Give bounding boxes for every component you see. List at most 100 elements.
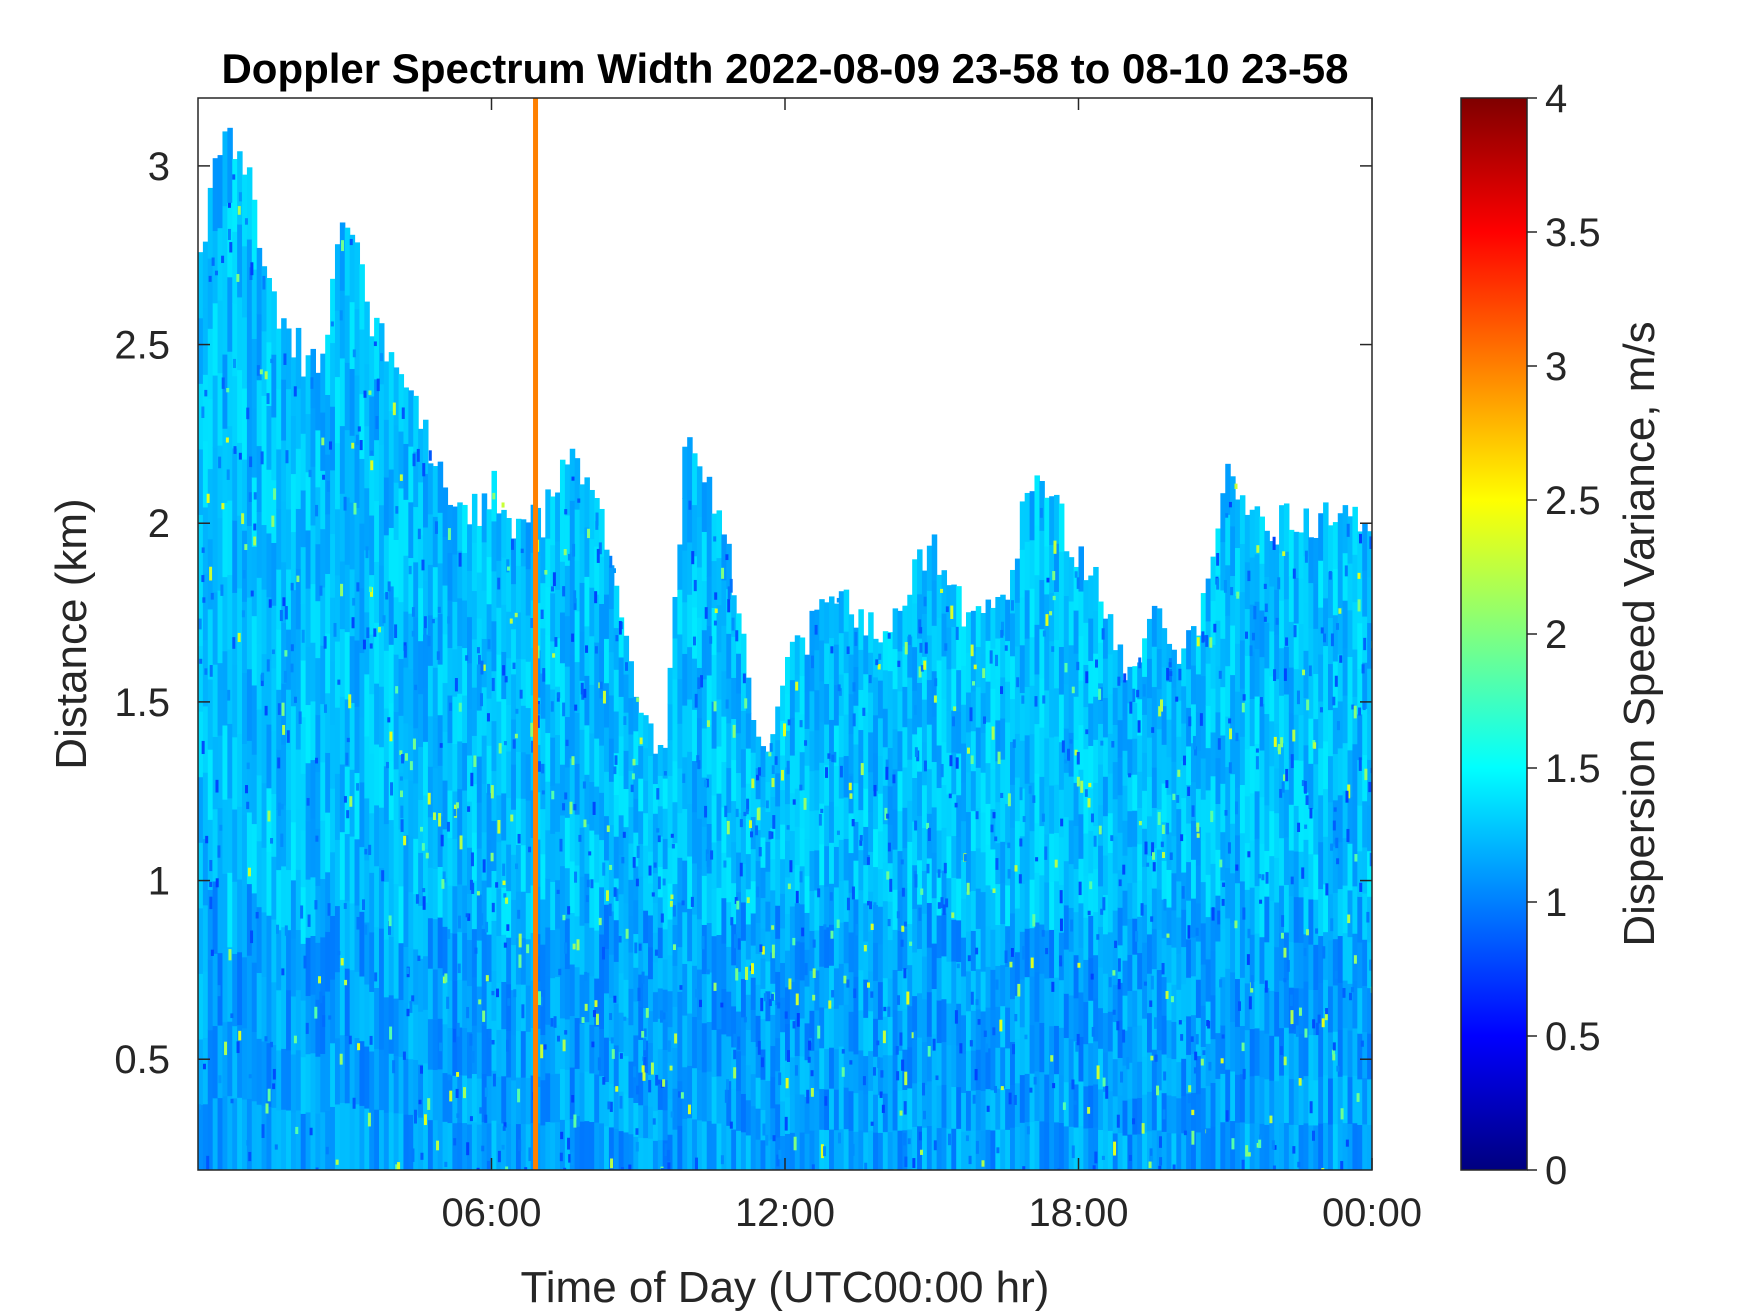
heatmap-speckle-cell: [897, 995, 900, 1005]
heatmap-cell: [892, 969, 899, 1011]
heatmap-speckle-cell: [1059, 955, 1063, 963]
heatmap-cell: [1352, 885, 1358, 934]
x-tick-label: 12:00: [735, 1191, 835, 1235]
heatmap-cell: [1014, 776, 1021, 822]
heatmap-cell: [369, 1110, 375, 1170]
heatmap-cell: [1269, 990, 1275, 1036]
heatmap-cell: [1347, 796, 1354, 844]
heatmap-speckle-cell: [611, 1049, 615, 1059]
heatmap-cell: [207, 608, 214, 680]
heatmap-speckle-cell: [447, 528, 451, 540]
heatmap-speckle-cell: [1076, 577, 1080, 589]
heatmap-cell: [1122, 890, 1129, 926]
heatmap-cell: [452, 933, 458, 982]
heatmap-cell: [1005, 640, 1011, 682]
heatmap-cell: [1117, 682, 1124, 721]
heatmap-speckle-cell: [1217, 910, 1221, 925]
heatmap-cell: [1122, 820, 1129, 856]
heatmap-cell: [1230, 823, 1236, 874]
heatmap-cell: [1327, 525, 1334, 572]
heatmap-cell: [349, 635, 356, 704]
heatmap-speckle-cell: [343, 496, 347, 511]
heatmap-speckle-cell: [422, 896, 426, 910]
heatmap-cell: [1195, 788, 1202, 828]
heatmap-cell: [574, 661, 581, 713]
heatmap-speckle-cell: [356, 783, 360, 791]
heatmap-speckle-cell: [772, 1168, 776, 1170]
heatmap-cell: [780, 789, 786, 825]
heatmap-speckle-cell: [323, 636, 327, 649]
heatmap-cell: [506, 704, 512, 752]
heatmap-cell: [452, 980, 458, 1029]
heatmap-cell: [887, 632, 894, 672]
heatmap-speckle-cell: [387, 717, 391, 723]
heatmap-speckle-cell: [584, 971, 588, 981]
heatmap-speckle-cell: [1258, 873, 1262, 879]
heatmap-cell: [1191, 664, 1197, 705]
heatmap-cell: [564, 565, 571, 617]
heatmap-speckle-cell: [274, 1144, 278, 1150]
heatmap-speckle-cell: [1156, 1085, 1160, 1096]
heatmap-speckle-cell: [955, 757, 959, 769]
heatmap-speckle-cell: [293, 386, 297, 397]
heatmap-cell: [442, 1121, 449, 1170]
heatmap-cell: [1210, 819, 1217, 864]
heatmap-cell: [1088, 745, 1094, 789]
heatmap-cell: [330, 469, 336, 535]
heatmap-cell: [398, 999, 405, 1057]
heatmap-cell: [667, 739, 674, 777]
heatmap-cell: [995, 1047, 1001, 1089]
heatmap-cell: [1181, 834, 1187, 873]
heatmap-cell: [423, 741, 429, 796]
heatmap-cell: [692, 862, 698, 915]
heatmap-cell: [1063, 595, 1070, 641]
heatmap-speckle-cell: [635, 1128, 639, 1135]
heatmap-cell: [628, 842, 634, 880]
heatmap-cell: [437, 866, 444, 918]
heatmap-cell: [912, 1082, 918, 1127]
heatmap-cell: [452, 838, 458, 887]
heatmap-speckle-cell: [459, 835, 463, 850]
heatmap-cell: [1093, 610, 1099, 654]
heatmap-cell: [755, 922, 762, 954]
heatmap-cell: [1137, 1133, 1143, 1170]
heatmap-cell: [946, 1128, 952, 1170]
heatmap-cell: [334, 971, 341, 1039]
heatmap-cell: [1279, 552, 1285, 601]
heatmap-speckle-cell: [397, 1162, 401, 1170]
heatmap-speckle-cell: [739, 819, 743, 828]
heatmap-cell: [917, 1125, 923, 1170]
heatmap-speckle-cell: [615, 635, 619, 642]
heatmap-speckle-cell: [975, 811, 979, 820]
heatmap-cell: [1142, 1056, 1148, 1095]
heatmap-speckle-cell: [315, 835, 319, 842]
heatmap-cell: [540, 627, 546, 674]
heatmap-cell: [721, 1079, 727, 1126]
heatmap-cell: [251, 684, 258, 755]
heatmap-speckle-cell: [204, 668, 208, 675]
heatmap-cell: [520, 658, 527, 706]
heatmap-cell: [946, 1044, 952, 1088]
heatmap-cell: [892, 688, 899, 730]
heatmap-speckle-cell: [1078, 881, 1082, 896]
heatmap-cell: [432, 767, 439, 819]
heatmap-cell: [369, 991, 375, 1052]
heatmap-speckle-cell: [1166, 933, 1170, 938]
heatmap-cell: [559, 865, 566, 917]
heatmap-cell: [398, 601, 405, 659]
heatmap-cell: [1019, 1122, 1026, 1170]
heatmap-speckle-cell: [636, 697, 640, 702]
heatmap-cell: [1279, 790, 1285, 839]
heatmap-cell: [1352, 1075, 1358, 1124]
heatmap-cell: [1142, 942, 1148, 981]
heatmap-cell: [677, 633, 683, 680]
heatmap-speckle-cell: [401, 407, 405, 419]
heatmap-cell: [1332, 1123, 1339, 1170]
heatmap-cell: [726, 901, 732, 947]
heatmap-speckle-cell: [1213, 623, 1217, 633]
heatmap-cell: [344, 496, 351, 565]
heatmap-cell: [775, 1103, 781, 1138]
heatmap-speckle-cell: [852, 682, 856, 692]
heatmap-cell: [740, 940, 747, 980]
heatmap-cell: [369, 931, 375, 992]
